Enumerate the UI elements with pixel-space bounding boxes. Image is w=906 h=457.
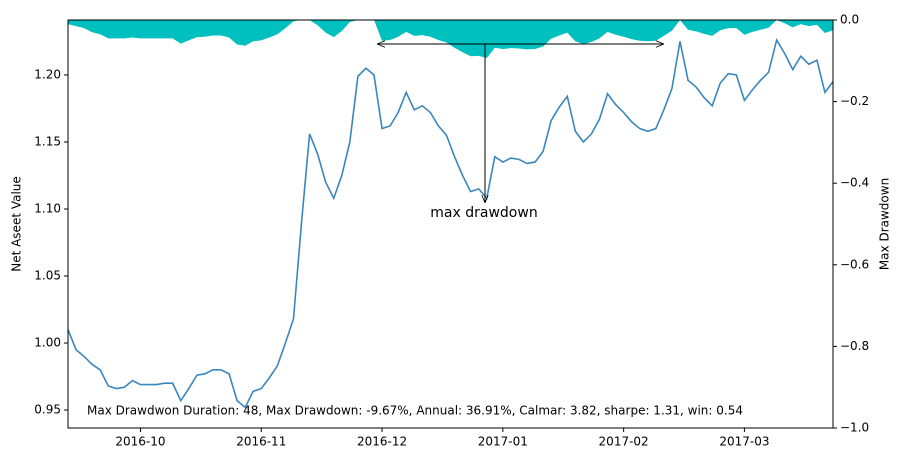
y2-tick-label: −0.4 <box>840 176 869 190</box>
y2-axis-label: Max Drawdown <box>878 178 892 270</box>
y2-tick-label: −0.2 <box>840 94 869 108</box>
x-tick-label: 2017-02 <box>599 435 649 449</box>
annotation: max drawdown <box>430 205 537 221</box>
y2-tick-label: −0.6 <box>840 257 869 271</box>
drawdown-area <box>68 20 833 58</box>
plot-frame <box>67 19 834 429</box>
x-tick-label: 2017-03 <box>719 435 769 449</box>
y-tick-label: 1.10 <box>34 201 61 215</box>
y-tick-label: 1.15 <box>34 134 61 148</box>
y2-tick-label: −1.0 <box>840 421 869 435</box>
x-tick-label: 2016-12 <box>357 435 407 449</box>
y-tick-label: 0.95 <box>34 403 61 417</box>
x-tick-label: 2016-11 <box>236 435 286 449</box>
y-tick-label: 1.05 <box>34 269 61 283</box>
x-tick-label: 2017-01 <box>478 435 528 449</box>
x-tick-label: 2016-10 <box>115 435 165 449</box>
y-tick-label: 1.20 <box>34 67 61 81</box>
y-tick-label: 1.00 <box>34 336 61 350</box>
y2-tick-label: 0.0 <box>840 13 859 27</box>
stats-text: Max Drawdwon Duration: 48, Max Drawdown:… <box>87 404 743 418</box>
y-axis-label: Net Aseet Value <box>10 176 24 272</box>
y2-tick-label: −0.8 <box>840 339 869 353</box>
plot-area <box>67 20 834 409</box>
nav-line <box>67 38 834 409</box>
